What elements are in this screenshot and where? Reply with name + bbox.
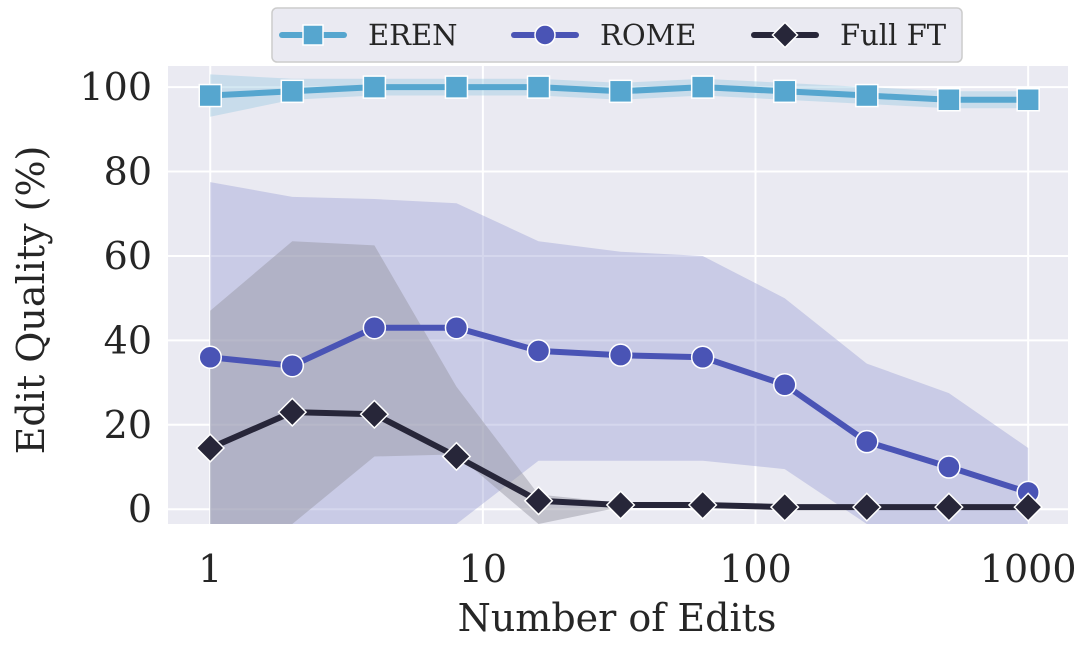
- eren-point: [937, 88, 961, 112]
- full-ft-point: [277, 397, 308, 427]
- full-ft-point: [441, 441, 472, 472]
- rome-point: [772, 372, 797, 397]
- rome-point: [198, 345, 222, 370]
- legend-label-rome: ROME: [600, 18, 696, 52]
- x-axis-title: Number of Edits: [458, 596, 777, 640]
- y-tick-label: 100: [79, 65, 152, 109]
- rome-point: [526, 339, 551, 363]
- rome-point: [937, 455, 961, 479]
- x-tick-label: 100: [719, 547, 792, 591]
- full-ft-point: [852, 492, 882, 522]
- y-tick-label: 40: [104, 318, 152, 362]
- full-ft-point: [523, 485, 554, 516]
- x-tick-label: 1000: [980, 547, 1077, 591]
- full-ft-confidence-band: [210, 241, 1029, 524]
- y-axis-ticks: 0 20 40 60 80 100: [79, 65, 152, 531]
- full-ft-point: [687, 490, 718, 520]
- y-tick-label: 0: [128, 487, 152, 531]
- legend-label-eren: EREN: [368, 18, 458, 52]
- legend-marker-full-ft: [771, 21, 799, 49]
- full-ft-point: [605, 490, 636, 520]
- eren-point: [855, 83, 879, 108]
- x-axis-ticks: 1 10 100 1000: [198, 547, 1076, 591]
- eren-point: [608, 79, 633, 104]
- eren-point: [444, 75, 469, 99]
- y-tick-label: 60: [104, 234, 152, 278]
- eren-point: [772, 79, 797, 104]
- full-ft-point: [1013, 492, 1043, 522]
- eren-point: [198, 83, 222, 108]
- legend: EREN ROME Full FT: [271, 7, 963, 63]
- legend-box: [271, 7, 963, 63]
- rome-point: [444, 315, 469, 340]
- legend-marker-rome: [534, 24, 556, 46]
- x-tick-label: 10: [459, 547, 507, 591]
- rome-point: [855, 429, 879, 454]
- full-ft-point: [769, 492, 800, 522]
- y-axis-title: Edit Quality (%): [9, 146, 53, 455]
- eren-point: [526, 75, 551, 99]
- legend-marker-eren: [302, 24, 324, 46]
- full-ft-point: [359, 399, 390, 430]
- y-tick-label: 20: [104, 403, 152, 447]
- rome-point: [362, 315, 387, 340]
- eren-point: [690, 75, 715, 99]
- x-tick-label: 1: [198, 547, 222, 591]
- legend-label-full-ft: Full FT: [840, 18, 947, 52]
- rome-point: [690, 345, 715, 370]
- eren-point: [1016, 88, 1040, 112]
- eren-point: [362, 75, 387, 99]
- eren-point: [280, 79, 305, 104]
- y-tick-label: 80: [104, 150, 152, 194]
- rome-point: [608, 343, 633, 367]
- full-ft-point: [934, 492, 964, 522]
- rome-point: [280, 353, 305, 378]
- full-ft-point: [195, 433, 226, 463]
- series-markers: [195, 75, 1043, 522]
